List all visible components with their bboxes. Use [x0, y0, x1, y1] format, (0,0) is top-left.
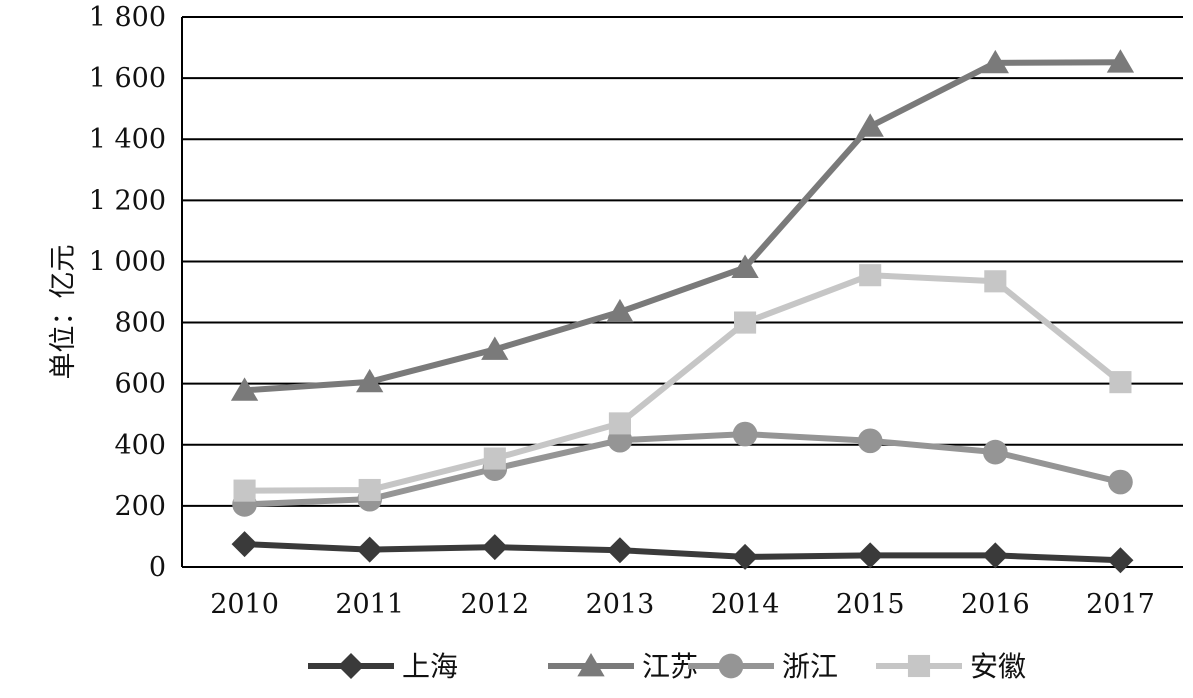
- data-point: [857, 428, 883, 454]
- data-point: [1108, 469, 1133, 495]
- legend: 上海 江苏 浙江 安徽: [308, 650, 1026, 683]
- legend-item: 上海: [308, 650, 458, 683]
- series-diamond: [231, 531, 1134, 574]
- data-point: [857, 542, 884, 569]
- data-point: [230, 377, 259, 401]
- data-point: [481, 336, 509, 360]
- y-tick-label: 1 200: [89, 185, 166, 216]
- series-line: [244, 59, 1121, 394]
- data-point: [608, 412, 631, 435]
- legend-label: 安徽: [970, 650, 1026, 683]
- data-point: [982, 542, 1009, 569]
- x-tick-label: 2010: [210, 589, 279, 620]
- series-line: [244, 541, 1121, 564]
- x-tick-label: 2014: [711, 589, 780, 620]
- data-point: [731, 254, 759, 278]
- x-tick-label: 2011: [335, 589, 404, 620]
- y-tick-label: 600: [114, 369, 166, 400]
- legend-label: 上海: [402, 650, 458, 683]
- x-tick-label: 2016: [961, 589, 1030, 620]
- y-tick-label: 400: [114, 430, 166, 461]
- data-point: [984, 270, 1007, 293]
- data-point: [1106, 49, 1135, 73]
- data-point: [356, 368, 384, 393]
- data-point: [1109, 371, 1132, 394]
- x-tick-label: 2013: [586, 589, 655, 620]
- legend-item: 江苏: [548, 650, 698, 683]
- legend-item: 浙江: [688, 650, 838, 683]
- data-point: [358, 478, 381, 502]
- y-tick-label: 1 800: [89, 2, 166, 33]
- data-point: [606, 298, 634, 323]
- x-tick-label: 2017: [1086, 589, 1155, 620]
- data-point: [481, 534, 508, 561]
- y-tick-label: 1 400: [89, 124, 166, 155]
- axes: 0 200 400 600 800 1 000 1 200 1 400 1 600 1 800 20…: [89, 2, 1155, 620]
- series-line: [244, 272, 1123, 494]
- data-point: [231, 531, 258, 558]
- y-tick-label: 0: [149, 552, 166, 583]
- data-point: [1107, 547, 1134, 574]
- data-point: [734, 311, 757, 334]
- x-tick-label: 2015: [836, 589, 905, 620]
- legend-marker: [907, 654, 931, 678]
- series-group: [230, 49, 1135, 574]
- data-point: [732, 543, 759, 570]
- data-point: [859, 264, 882, 287]
- legend-marker: [338, 653, 364, 679]
- data-point: [606, 537, 633, 564]
- y-tick-label: 1 000: [89, 246, 166, 277]
- y-tick-label: 200: [114, 491, 166, 522]
- data-point: [732, 421, 758, 447]
- data-point: [856, 113, 884, 137]
- data-point: [982, 439, 1008, 465]
- data-point: [356, 536, 383, 563]
- data-point: [981, 49, 1009, 74]
- legend-marker: [718, 653, 744, 679]
- legend-label: 浙江: [782, 650, 838, 683]
- y-tick-label: 1 600: [89, 63, 166, 94]
- data-point: [483, 447, 506, 470]
- data-point: [233, 479, 256, 502]
- series-square: [233, 264, 1132, 502]
- legend-marker: [577, 653, 605, 677]
- series-circle: [232, 421, 1133, 517]
- series-triangle: [230, 49, 1135, 401]
- x-tick-label: 2012: [460, 589, 529, 620]
- y-tick-label: 800: [114, 308, 166, 339]
- y-axis-title: 单位：亿元: [48, 245, 79, 380]
- series-line: [244, 431, 1122, 508]
- legend-item: 安徽: [876, 650, 1026, 683]
